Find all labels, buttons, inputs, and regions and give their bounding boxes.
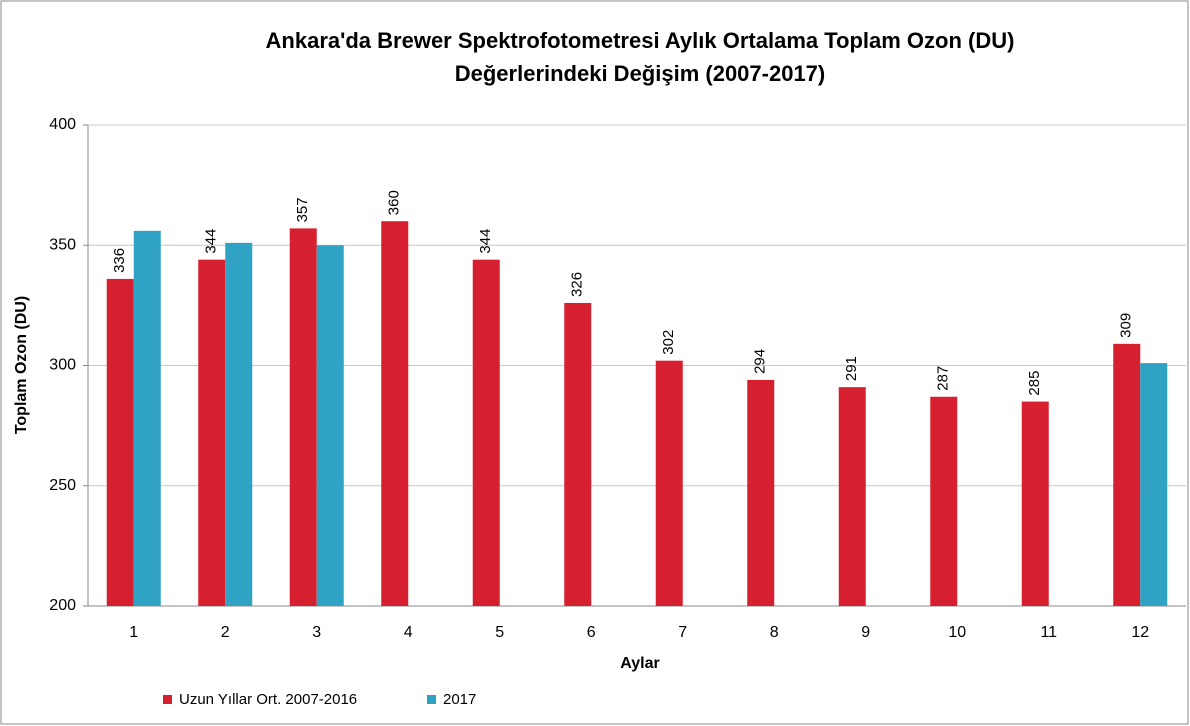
bar <box>1140 363 1168 606</box>
x-tick-label: 6 <box>587 624 596 641</box>
data-label: 285 <box>1026 371 1043 396</box>
bar <box>225 242 253 606</box>
x-tick-label: 1 <box>129 624 138 641</box>
x-tick-label: 5 <box>495 624 504 641</box>
x-axis-label: Aylar <box>620 655 659 672</box>
chart-title: Ankara'da Brewer Spektrofotometresi Aylı… <box>266 28 1015 53</box>
bar <box>655 360 683 606</box>
x-tick-label: 8 <box>770 624 779 641</box>
legend-label: 2017 <box>443 691 476 708</box>
legend-label: Uzun Yıllar Ort. 2007-2016 <box>179 691 357 708</box>
x-tick-label: 7 <box>678 624 687 641</box>
legend-swatch <box>163 695 172 704</box>
y-tick-label: 400 <box>49 116 76 133</box>
bar <box>1021 401 1049 606</box>
bar <box>316 245 344 606</box>
y-tick-label: 250 <box>49 477 76 494</box>
data-label: 357 <box>294 197 311 222</box>
x-tick-label: 4 <box>404 624 413 641</box>
data-label: 294 <box>752 349 769 374</box>
bar <box>381 221 409 606</box>
bar <box>930 396 958 606</box>
bar <box>838 387 866 606</box>
data-label: 309 <box>1118 313 1135 338</box>
x-tick-label: 10 <box>948 624 966 641</box>
data-label: 344 <box>477 229 494 254</box>
x-tick-label: 12 <box>1131 624 1149 641</box>
bar <box>106 278 134 606</box>
x-tick-label: 3 <box>312 624 321 641</box>
y-tick-label: 350 <box>49 236 76 253</box>
data-label: 291 <box>843 356 860 381</box>
data-label: 302 <box>660 330 677 355</box>
data-label: 336 <box>111 248 128 273</box>
bar <box>472 259 500 606</box>
y-axis-label: Toplam Ozon (DU) <box>13 296 30 434</box>
bar <box>198 259 226 606</box>
bar <box>747 379 775 606</box>
y-tick-label: 300 <box>49 357 76 374</box>
x-tick-label: 9 <box>861 624 870 641</box>
legend-swatch <box>427 695 436 704</box>
data-label: 287 <box>935 366 952 391</box>
data-label: 344 <box>203 229 220 254</box>
bar <box>289 228 317 607</box>
bar <box>133 230 161 606</box>
x-tick-label: 11 <box>1040 624 1057 641</box>
data-label: 360 <box>386 190 403 215</box>
data-label: 326 <box>569 272 586 297</box>
bar <box>1113 343 1141 606</box>
y-tick-label: 200 <box>49 597 76 614</box>
x-tick-label: 2 <box>221 624 230 641</box>
chart-title: Değerlerindeki Değişim (2007-2017) <box>455 61 826 86</box>
bar <box>564 302 592 606</box>
